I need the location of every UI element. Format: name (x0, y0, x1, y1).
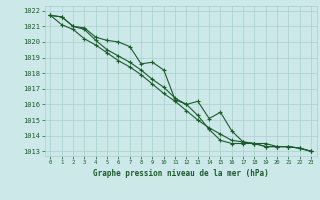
X-axis label: Graphe pression niveau de la mer (hPa): Graphe pression niveau de la mer (hPa) (93, 169, 269, 178)
